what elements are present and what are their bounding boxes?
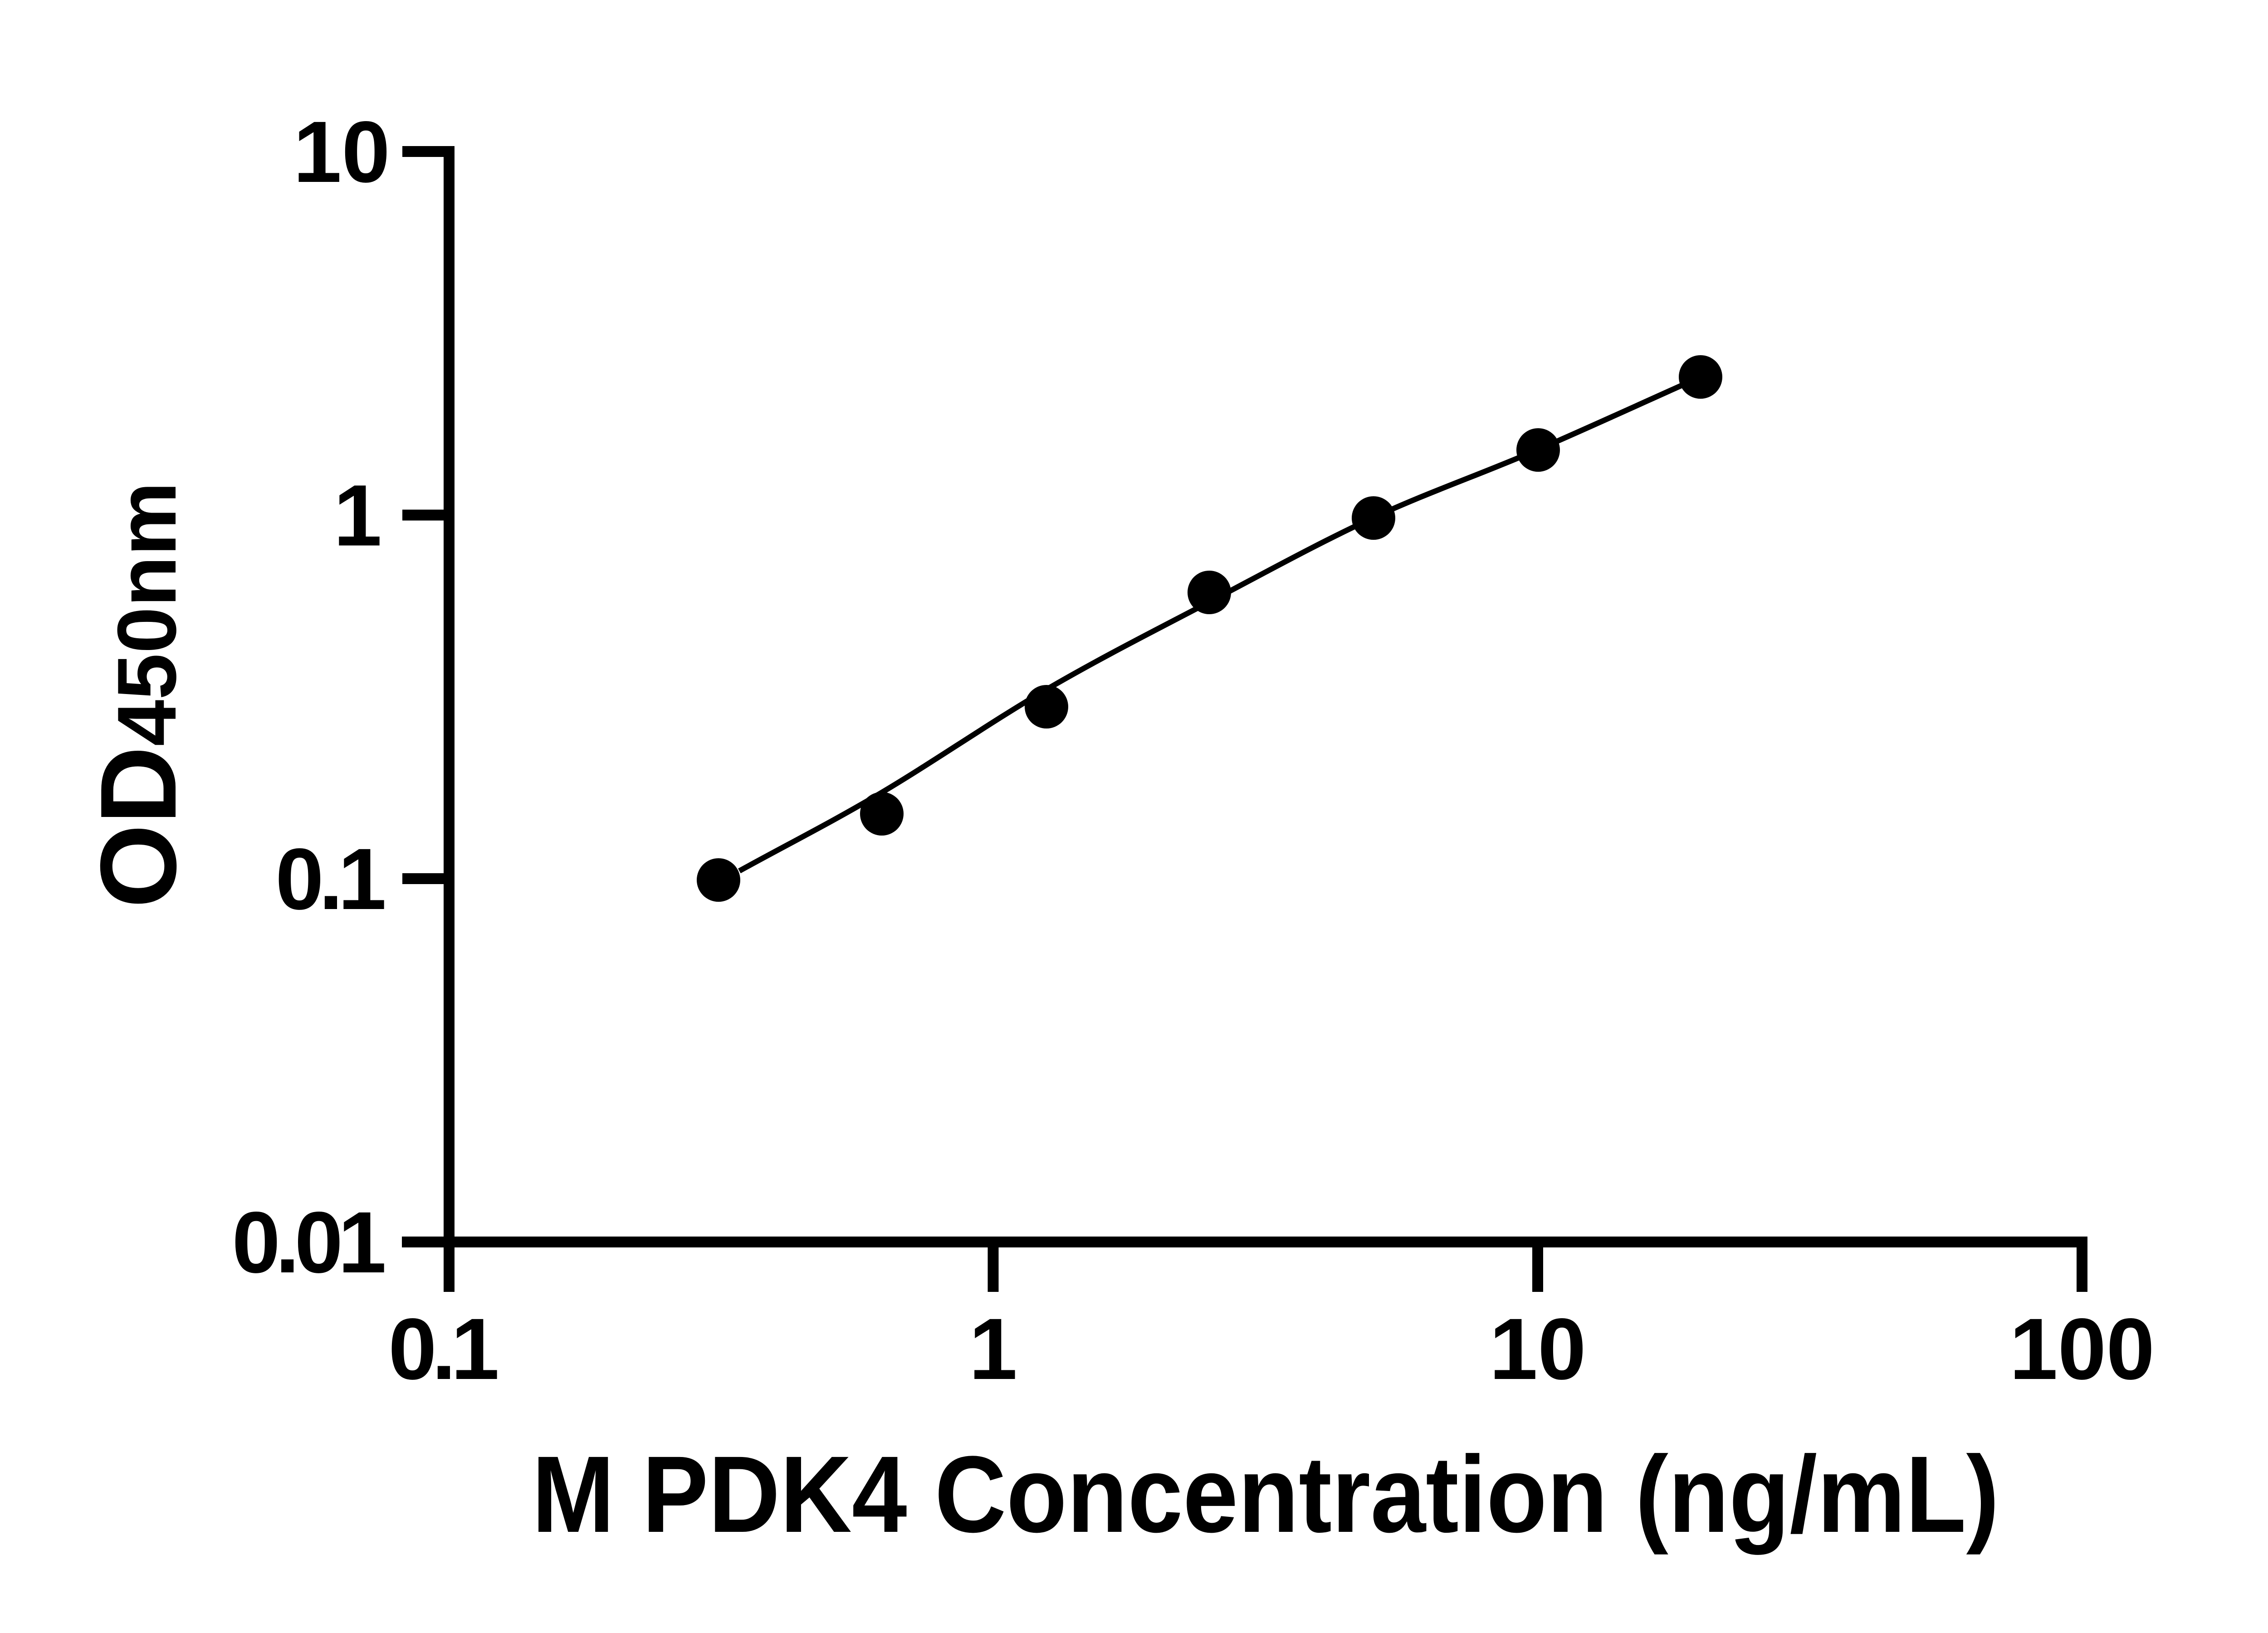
svg-text:1: 1 [969, 1300, 1017, 1398]
svg-text:M PDK4 Concentration (ng/mL): M PDK4 Concentration (ng/mL) [532, 1433, 1999, 1555]
svg-text:100: 100 [2009, 1300, 2155, 1398]
svg-text:0.1: 0.1 [388, 1300, 497, 1398]
svg-text:10: 10 [1489, 1300, 1586, 1398]
svg-text:10: 10 [293, 103, 390, 200]
svg-text:OD450nm: OD450nm [78, 482, 199, 908]
svg-text:1: 1 [333, 467, 382, 564]
svg-text:0.1: 0.1 [275, 830, 384, 928]
svg-text:0.01: 0.01 [232, 1193, 384, 1291]
